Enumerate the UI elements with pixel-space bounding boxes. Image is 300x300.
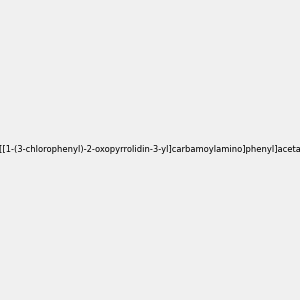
Text: N-[4-[[1-(3-chlorophenyl)-2-oxopyrrolidin-3-yl]carbamoylamino]phenyl]acetamide: N-[4-[[1-(3-chlorophenyl)-2-oxopyrrolidi… xyxy=(0,146,300,154)
